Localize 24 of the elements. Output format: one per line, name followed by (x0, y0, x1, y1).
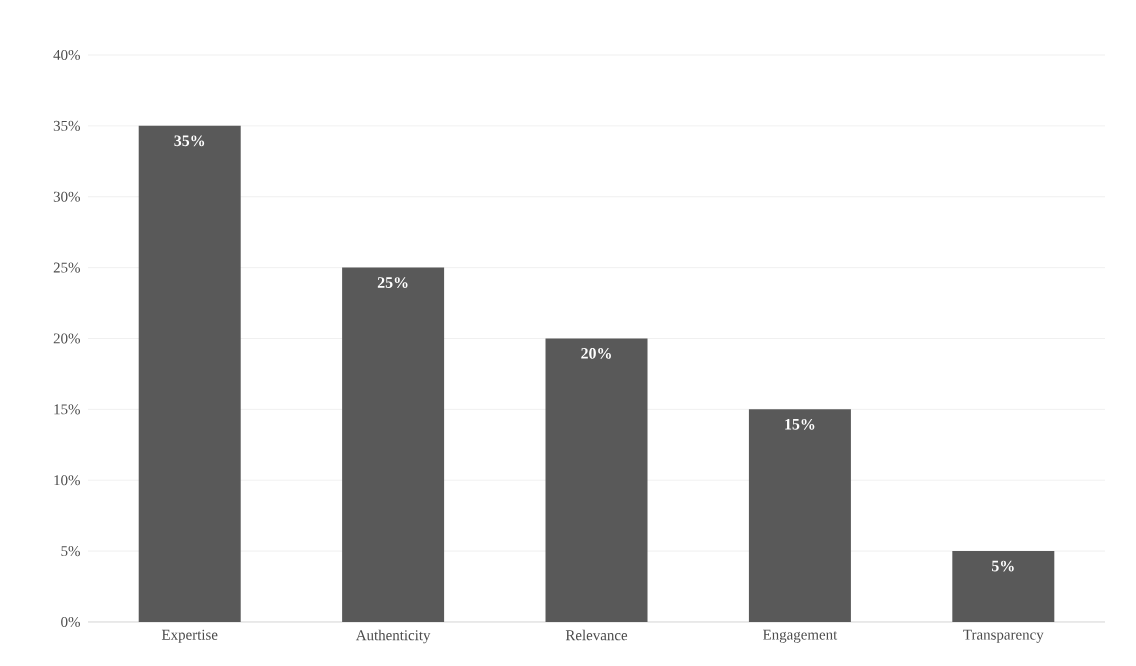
bar (748, 409, 851, 622)
data-label: 35% (174, 135, 205, 147)
data-label: 15% (785, 418, 815, 430)
y-tick-label: 35% (53, 120, 80, 131)
x-tick-label: Transparency (963, 629, 1044, 643)
bar (342, 267, 445, 622)
y-tick-label: 10% (54, 475, 80, 486)
data-label: 5% (992, 560, 1014, 572)
data-label: 20% (581, 348, 611, 359)
y-tick-label: 30% (53, 191, 80, 202)
y-tick-label: 5% (61, 546, 80, 557)
y-tick-label: 40% (53, 49, 80, 61)
x-tick-label: Expertise (161, 629, 218, 643)
x-tick-label: Authenticity (355, 629, 431, 644)
bar (545, 338, 648, 622)
x-tick-label: Engagement (763, 629, 838, 643)
y-tick-label: 0% (61, 616, 80, 628)
y-tick-label: 15% (54, 404, 80, 415)
y-tick-label: 25% (53, 262, 80, 273)
bar (952, 551, 1055, 622)
bar (138, 125, 241, 622)
y-tick-label: 20% (53, 333, 80, 344)
x-tick-label: Relevance (565, 629, 628, 641)
data-label: 25% (377, 277, 408, 288)
